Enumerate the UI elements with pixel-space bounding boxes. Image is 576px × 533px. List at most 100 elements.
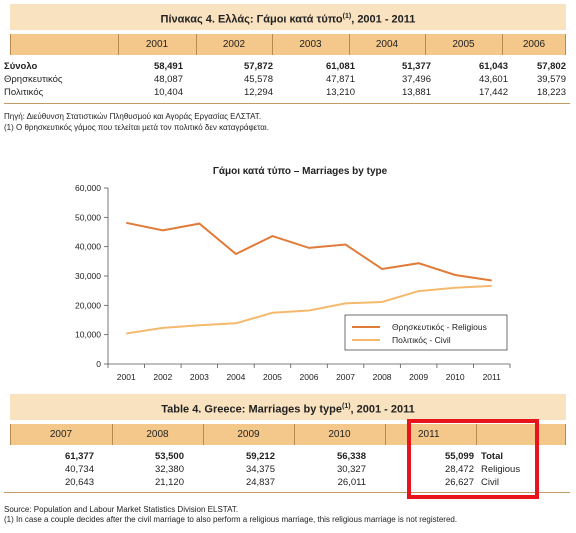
greek-year-header: 2001 2002 2003 2004 2005 2006 — [10, 34, 566, 55]
cell: 57,802 — [536, 61, 566, 72]
x-tick-label: 2002 — [153, 372, 172, 382]
table-row: 20,643 21,120 24,837 26,011 26,627 Civil — [4, 477, 570, 490]
cell: 61,081 — [325, 61, 355, 72]
greek-source: Πηγή: Διεύθυνση Στατιστικών Πληθυσμού κα… — [4, 112, 262, 121]
english-table-title: Table 4. Greece: Marriages by type(1), 2… — [10, 394, 566, 420]
y-tick-label: 30,000 — [75, 271, 101, 281]
cell: 34,375 — [245, 464, 275, 475]
cell: 55,099 — [444, 451, 474, 462]
greek-year-2004: 2004 — [375, 39, 399, 50]
cell: 58,491 — [153, 61, 183, 72]
english-year-2011: 2011 — [418, 429, 440, 440]
cell: 24,837 — [245, 477, 275, 488]
x-tick-label: 2009 — [409, 372, 428, 382]
cell: 45,578 — [243, 74, 273, 85]
x-tick-label: 2003 — [190, 372, 209, 382]
english-footnote: (1) In case a couple decides after the c… — [4, 515, 458, 524]
greek-year-2002: 2002 — [222, 39, 246, 50]
legend-label-religious: Θρησκευτικός - Religious — [392, 322, 487, 332]
greek-table-bottom-rule — [4, 103, 570, 104]
table-row: Σύνολο 58,491 57,872 61,081 51,377 61,04… — [4, 61, 570, 74]
x-tick-label: 2005 — [263, 372, 282, 382]
x-tick-label: 2007 — [336, 372, 355, 382]
english-year-2008: 2008 — [146, 429, 169, 440]
x-tick-label: 2008 — [373, 372, 392, 382]
cell: 28,472 — [444, 464, 474, 475]
greek-year-2005: 2005 — [452, 39, 475, 50]
y-tick-label: 10,000 — [75, 330, 101, 340]
greek-title-years: , 2001 - 2011 — [351, 13, 416, 26]
greek-footnote: (1) Ο θρησκευτικός γάμος που τελείται με… — [4, 123, 269, 132]
marriages-chart: Γάμοι κατά τύπο – Marriages by type 0 10,… — [75, 166, 511, 382]
cell: 32,380 — [154, 464, 184, 475]
cell: 30,327 — [336, 464, 366, 475]
english-title-text: Table 4. Greece: Marriages by type — [161, 403, 342, 416]
table-row: 61,377 53,500 59,212 56,338 55,099 Total — [4, 451, 570, 464]
y-tick-label: 0 — [96, 359, 101, 369]
y-tick-label: 50,000 — [75, 212, 101, 222]
y-tick-label: 20,000 — [75, 300, 101, 310]
row-label: Πολιτικός — [4, 87, 44, 98]
cell: 53,500 — [154, 451, 184, 462]
english-year-header: 2007 2008 2009 2010 2011 — [10, 424, 566, 445]
cell: 61,377 — [64, 451, 94, 462]
row-label: Religious — [481, 464, 521, 475]
cell: 43,601 — [478, 74, 508, 85]
row-label: Σύνολο — [4, 61, 38, 72]
table-row: 40,734 32,380 34,375 30,327 28,472 Relig… — [4, 464, 570, 477]
cell: 39,579 — [536, 74, 566, 85]
chart-title: Γάμοι κατά τύπο – Marriages by type — [213, 166, 388, 177]
cell: 26,011 — [337, 477, 366, 488]
y-tick-label: 40,000 — [75, 242, 101, 252]
greek-title-sup: (1) — [342, 13, 352, 20]
cell: 57,872 — [243, 61, 273, 72]
cell: 12,294 — [243, 87, 273, 98]
english-year-2009: 2009 — [237, 429, 260, 440]
greek-table-body: Σύνολο 58,491 57,872 61,081 51,377 61,04… — [4, 61, 570, 103]
greek-title-text: Πίνακας 4. Ελλάς: Γάμοι κατά τύπο — [160, 13, 343, 26]
x-tick-label: 2011 — [483, 372, 502, 382]
cell: 20,643 — [64, 477, 94, 488]
english-year-2007: 2007 — [49, 429, 73, 440]
series-line-civil — [126, 284, 492, 335]
table-row: Θρησκευτικός 48,087 45,578 47,871 37,496… — [4, 74, 570, 87]
cell: 17,442 — [478, 87, 508, 98]
cell: 51,377 — [401, 61, 431, 72]
highlight-box — [407, 419, 539, 499]
row-label: Θρησκευτικός — [4, 74, 63, 85]
cell: 61,043 — [478, 61, 508, 72]
cell: 18,223 — [536, 87, 566, 98]
x-tick-label: 2006 — [300, 372, 319, 382]
english-year-2010: 2010 — [328, 429, 351, 440]
english-table-body: 61,377 53,500 59,212 56,338 55,099 Total… — [4, 451, 570, 493]
cell: 21,120 — [154, 477, 184, 488]
cell: 26,627 — [444, 477, 474, 488]
y-tick-label: 60,000 — [75, 183, 101, 193]
chart-axes: 0 10,000 20,000 30,000 40,000 50,000 60,000 200… — [75, 183, 511, 382]
english-title-years: , 2001 - 2011 — [350, 403, 415, 416]
table-row: Πολιτικός 10,404 12,294 13,210 13,881 17… — [4, 87, 570, 100]
cell: 13,881 — [401, 87, 431, 98]
cell: 47,871 — [325, 74, 355, 85]
greek-year-2006: 2006 — [522, 39, 546, 50]
cell: 48,087 — [153, 74, 183, 85]
cell: 40,734 — [64, 464, 94, 475]
x-tick-label: 2010 — [446, 372, 465, 382]
cell: 37,496 — [401, 74, 431, 85]
series-line-religious — [126, 221, 492, 282]
english-title-sup: (1) — [341, 403, 351, 410]
chart-legend: Θρησκευτικός - Religious Πολιτικός - Civ… — [344, 314, 508, 351]
cell: 10,404 — [153, 87, 183, 98]
legend-box — [344, 314, 508, 351]
cell: 59,212 — [245, 451, 275, 462]
cell: 56,338 — [336, 451, 366, 462]
english-source: Source: Population and Labour Market Sta… — [4, 505, 239, 514]
legend-label-civil: Πολιτικός - Civil — [392, 335, 451, 345]
chart-lines — [126, 221, 492, 335]
x-tick-label: 2004 — [226, 372, 245, 382]
greek-table-title: Πίνακας 4. Ελλάς: Γάμοι κατά τύπο(1), 20… — [10, 4, 566, 30]
row-label: Civil — [481, 477, 499, 488]
greek-year-2001: 2001 — [145, 39, 169, 50]
cell: 13,210 — [325, 87, 355, 98]
x-tick-label: 2001 — [117, 372, 136, 382]
